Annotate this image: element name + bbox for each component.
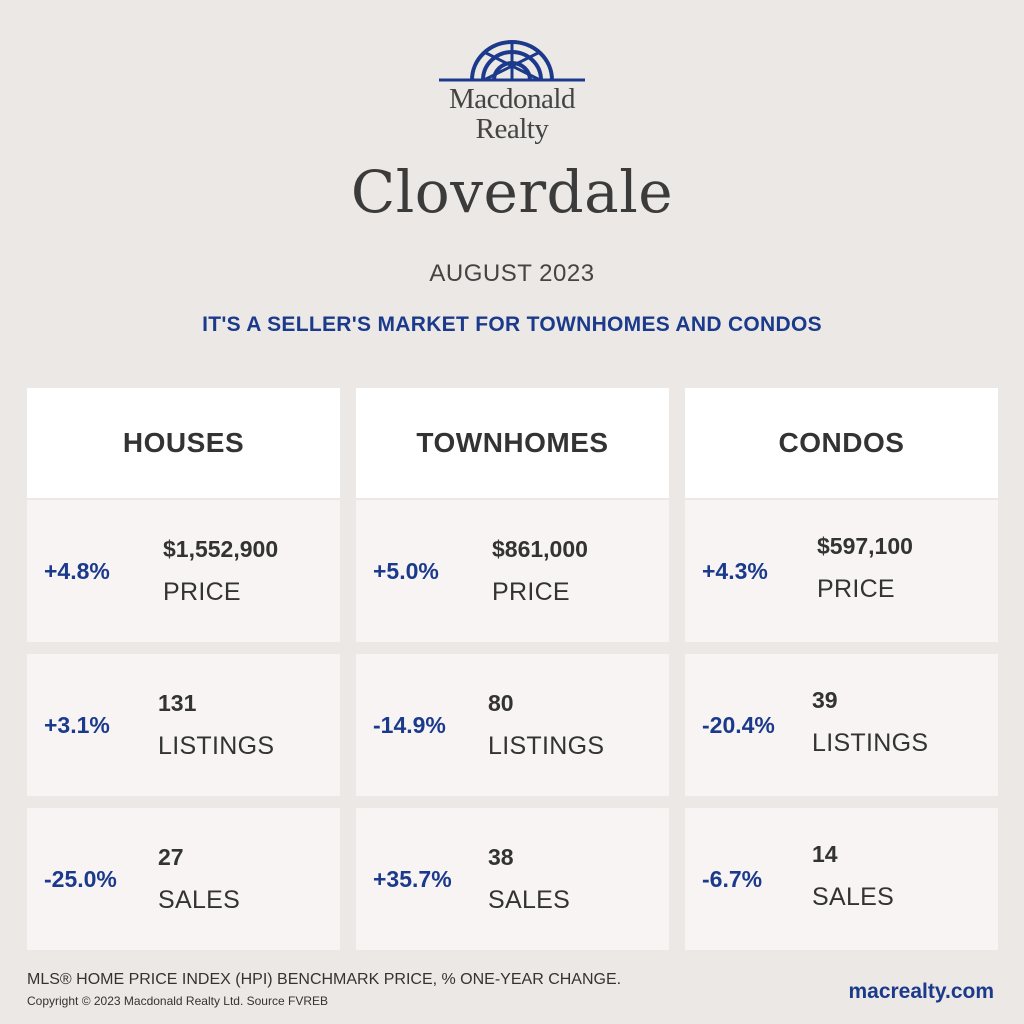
price-card: +5.0% $861,000 PRICE bbox=[356, 500, 669, 642]
listings-card: +3.1% 131 LISTINGS bbox=[27, 654, 340, 796]
copyright-text: Copyright © 2023 Macdonald Realty Ltd. S… bbox=[27, 994, 328, 1008]
listings-change: -14.9% bbox=[373, 711, 446, 738]
sales-change: +35.7% bbox=[373, 865, 452, 892]
listings-value: 80 bbox=[488, 690, 514, 716]
listings-card: -20.4% 39 LISTINGS bbox=[685, 654, 998, 796]
price-value: $597,100 bbox=[817, 533, 913, 559]
listings-card: -14.9% 80 LISTINGS bbox=[356, 654, 669, 796]
listings-change: -20.4% bbox=[702, 711, 775, 738]
compass-rose-icon bbox=[439, 40, 585, 82]
sales-card: -25.0% 27 SALES bbox=[27, 808, 340, 950]
column-title: TOWNHOMES bbox=[356, 388, 669, 498]
sales-value: 27 bbox=[158, 844, 184, 870]
brand-logo: Macdonald Realty bbox=[0, 38, 1024, 144]
price-value: $1,552,900 bbox=[163, 536, 279, 562]
price-card: +4.8% $1,552,900 PRICE bbox=[27, 500, 340, 642]
houses-column: HOUSES +4.8% $1,552,900 PRICE +3.1% 131 … bbox=[27, 388, 340, 950]
brand-name-line2: Realty bbox=[475, 113, 549, 145]
listings-value: 131 bbox=[158, 690, 197, 716]
price-card: +4.3% $597,100 PRICE bbox=[685, 500, 998, 642]
price-label: PRICE bbox=[492, 578, 570, 606]
sales-change: -6.7% bbox=[702, 865, 763, 892]
website-link[interactable]: macrealty.com bbox=[848, 980, 994, 1003]
report-period: AUGUST 2023 bbox=[429, 260, 595, 287]
methodology-note: MLS® HOME PRICE INDEX (HPI) BENCHMARK PR… bbox=[27, 971, 622, 988]
sales-card: -6.7% 14 SALES bbox=[685, 808, 998, 950]
sales-value: 38 bbox=[488, 844, 514, 870]
sales-label: SALES bbox=[488, 886, 571, 914]
brand-name-line1: Macdonald bbox=[449, 83, 575, 115]
column-title: CONDOS bbox=[685, 388, 998, 498]
sales-value: 14 bbox=[812, 841, 838, 867]
sales-card: +35.7% 38 SALES bbox=[356, 808, 669, 950]
price-change: +4.8% bbox=[44, 557, 110, 584]
listings-change: +3.1% bbox=[44, 711, 110, 738]
column-title: HOUSES bbox=[27, 388, 340, 498]
listings-label: LISTINGS bbox=[488, 732, 605, 760]
listings-label: LISTINGS bbox=[158, 732, 275, 760]
townhomes-column: TOWNHOMES +5.0% $861,000 PRICE -14.9% 80… bbox=[356, 388, 669, 950]
price-label: PRICE bbox=[163, 578, 241, 606]
listings-value: 39 bbox=[812, 687, 838, 713]
sales-label: SALES bbox=[812, 883, 895, 911]
sales-change: -25.0% bbox=[44, 865, 117, 892]
city-title: Cloverdale bbox=[350, 158, 674, 226]
price-value: $861,000 bbox=[492, 536, 588, 562]
condos-column: CONDOS +4.3% $597,100 PRICE -20.4% 39 LI… bbox=[685, 388, 998, 950]
sales-label: SALES bbox=[158, 886, 241, 914]
market-headline: IT'S A SELLER'S MARKET FOR TOWNHOMES AND… bbox=[202, 313, 822, 336]
listings-label: LISTINGS bbox=[812, 729, 929, 757]
price-change: +4.3% bbox=[702, 557, 768, 584]
price-change: +5.0% bbox=[373, 557, 439, 584]
price-label: PRICE bbox=[817, 575, 895, 603]
